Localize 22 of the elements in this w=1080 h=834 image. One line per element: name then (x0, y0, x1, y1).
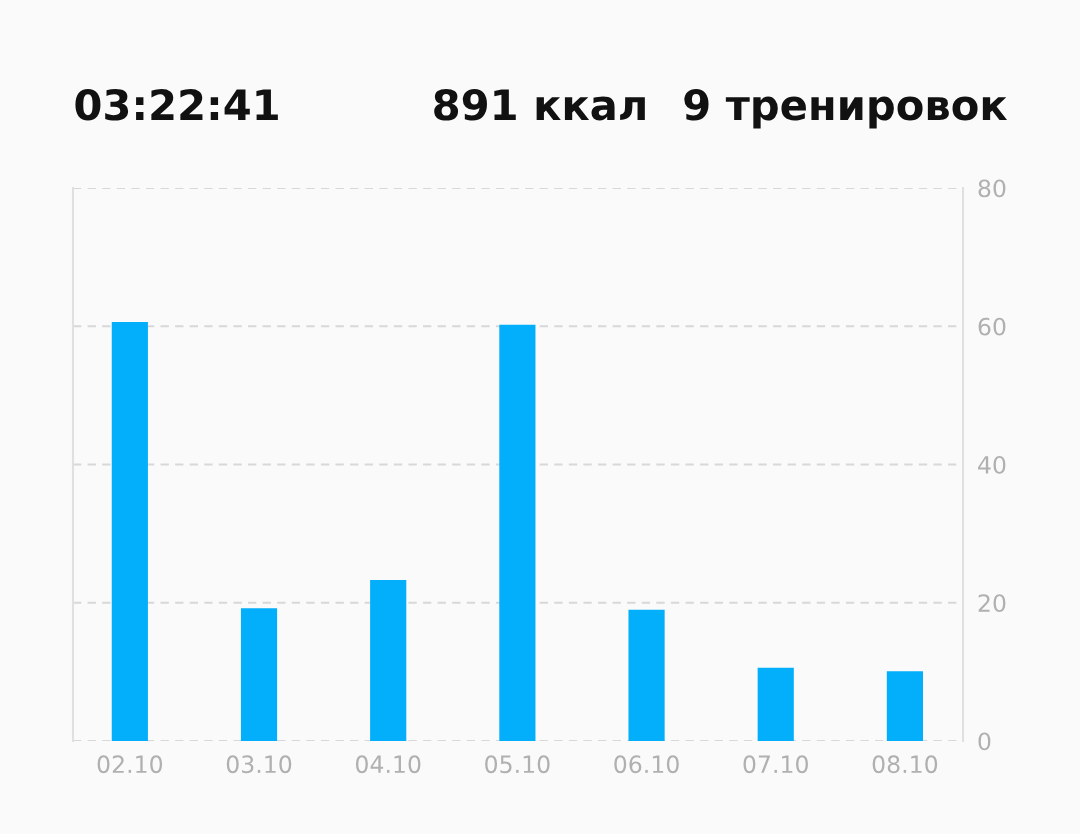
bar (370, 579, 407, 742)
y-tick-label: 40 (978, 455, 1006, 474)
bar (240, 608, 278, 742)
x-tick-label: 03.10 (226, 755, 292, 774)
y-tick-label: 80 (978, 179, 1006, 198)
y-tick-label: 0 (978, 732, 991, 751)
bar (628, 609, 665, 742)
text: 9 тренировок (684, 89, 1008, 129)
x-tick-label: 05.10 (485, 755, 550, 774)
y-tick-label: 20 (978, 594, 1006, 613)
x-tick-label: 08.10 (872, 755, 938, 774)
x-tick-label: 06.10 (614, 755, 679, 774)
x-tick-label: 07.10 (743, 755, 808, 774)
bar (499, 324, 536, 742)
bar (757, 667, 794, 742)
bar (111, 322, 148, 742)
y-tick-label: 60 (978, 317, 1006, 336)
text: 03:22:41 (75, 88, 278, 121)
text: 891 ккал (434, 88, 645, 121)
x-tick-label: 02.10 (97, 755, 163, 774)
bar (886, 671, 923, 742)
x-tick-label: 04.10 (355, 755, 421, 774)
